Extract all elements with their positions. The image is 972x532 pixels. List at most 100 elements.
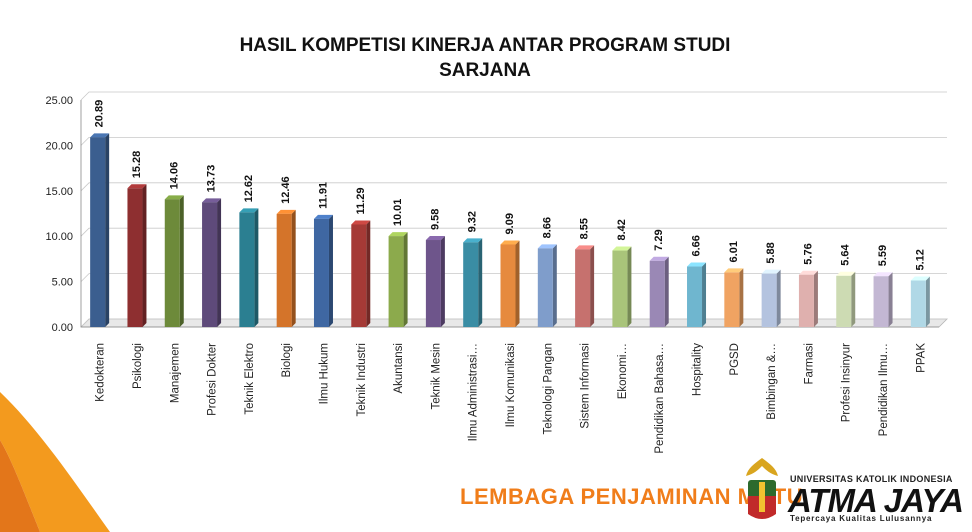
y-tick-label: 15.00 bbox=[45, 186, 73, 198]
x-tick-label: Kedokteran bbox=[95, 343, 107, 402]
bar-group bbox=[612, 246, 632, 327]
bar bbox=[351, 224, 367, 327]
bar-group bbox=[500, 240, 520, 327]
bar-group bbox=[164, 195, 184, 327]
x-tick-label: Teknologi Pangan bbox=[542, 343, 554, 434]
data-label: 7.29 bbox=[653, 229, 665, 250]
x-tick-label: Hospitality bbox=[692, 343, 704, 396]
bar-group bbox=[388, 232, 408, 327]
bar bbox=[313, 218, 329, 327]
bar-side bbox=[515, 240, 520, 327]
bar bbox=[910, 280, 926, 327]
bar-top bbox=[388, 232, 408, 237]
x-tick-label: Teknik Mesin bbox=[430, 343, 442, 409]
bar-top bbox=[575, 245, 595, 250]
bar-group bbox=[575, 245, 595, 327]
bar-side bbox=[739, 268, 744, 327]
plot-area bbox=[81, 92, 947, 327]
bar-group bbox=[798, 270, 818, 327]
bar-side bbox=[291, 209, 296, 327]
x-tick-label: Ilmu Komunikasi bbox=[505, 343, 517, 427]
data-label: 5.12 bbox=[914, 249, 926, 270]
bar bbox=[463, 242, 479, 327]
bar-group bbox=[90, 133, 110, 327]
data-label: 11.29 bbox=[355, 188, 367, 215]
data-label: 6.66 bbox=[691, 235, 703, 256]
x-tick-label: Ilmu Hukum bbox=[318, 343, 330, 404]
x-tick-label: Farmasi bbox=[803, 343, 815, 385]
bar-side bbox=[403, 232, 408, 327]
bar-group bbox=[276, 209, 296, 327]
data-label: 15.28 bbox=[131, 151, 143, 179]
data-label: 13.73 bbox=[206, 165, 218, 193]
x-tick-label: Manajemen bbox=[169, 343, 181, 403]
bar-side bbox=[813, 270, 818, 327]
bar-side bbox=[925, 276, 930, 327]
bar-side bbox=[440, 236, 445, 327]
bar bbox=[90, 137, 106, 327]
bar bbox=[724, 272, 740, 327]
bar-side bbox=[179, 195, 184, 327]
bar bbox=[202, 202, 218, 327]
bar-group bbox=[127, 184, 147, 327]
x-tick-label: Teknik Elektro bbox=[244, 343, 256, 415]
bar bbox=[388, 236, 404, 327]
data-label: 10.01 bbox=[392, 199, 404, 227]
bar-side bbox=[627, 246, 632, 327]
x-tick-label: Teknik Industri bbox=[356, 343, 368, 417]
gridline bbox=[80, 227, 947, 237]
data-label: 5.64 bbox=[840, 243, 852, 265]
bar bbox=[761, 273, 777, 327]
bar-top bbox=[798, 270, 818, 275]
y-tick-label: 20.00 bbox=[45, 140, 73, 152]
bar-group bbox=[537, 244, 557, 327]
bar-top bbox=[836, 271, 856, 276]
bar-group bbox=[910, 276, 930, 327]
data-label: 6.01 bbox=[728, 241, 740, 262]
bar bbox=[836, 275, 852, 327]
bar-side bbox=[702, 262, 707, 327]
bar-group bbox=[836, 271, 856, 327]
bar-group bbox=[313, 214, 333, 327]
bar-top bbox=[910, 276, 930, 281]
x-tick-label: Pendidikan Ilmu… bbox=[878, 343, 890, 436]
bar-top bbox=[724, 268, 744, 273]
bar-side bbox=[142, 184, 147, 327]
bar-group bbox=[761, 269, 781, 327]
bar-group bbox=[239, 208, 259, 327]
bar-top bbox=[500, 240, 520, 245]
data-label: 8.66 bbox=[541, 217, 553, 238]
bar bbox=[575, 249, 591, 327]
bar bbox=[649, 260, 665, 327]
x-tick-label: Psikologi bbox=[132, 343, 144, 389]
bar-top bbox=[202, 198, 222, 203]
x-tick-label: PPAK bbox=[915, 343, 927, 373]
y-tick-label: 10.00 bbox=[45, 231, 73, 243]
bar-top bbox=[873, 272, 893, 277]
bar bbox=[873, 276, 889, 327]
bar-group bbox=[463, 238, 483, 327]
bar bbox=[500, 244, 516, 327]
x-tick-label: Sistem Informasi bbox=[580, 343, 592, 429]
gridline bbox=[80, 91, 947, 101]
bar-top bbox=[463, 238, 483, 243]
bar bbox=[537, 248, 553, 327]
bar-top bbox=[761, 269, 781, 274]
data-label: 8.42 bbox=[616, 219, 628, 240]
bar bbox=[612, 250, 628, 327]
bar bbox=[239, 212, 255, 327]
bar-side bbox=[217, 198, 222, 327]
y-tick-label: 0.00 bbox=[52, 322, 73, 334]
x-tick-label: Ilmu Administrasi… bbox=[468, 343, 480, 441]
bar-top bbox=[649, 256, 669, 261]
bar-top bbox=[537, 244, 557, 249]
decorative-swoosh bbox=[0, 392, 110, 532]
bar-top bbox=[425, 236, 445, 241]
chart-title-line-1: HASIL KOMPETISI KINERJA ANTAR PROGRAM ST… bbox=[239, 35, 731, 56]
bar-top bbox=[313, 214, 333, 219]
bar-top bbox=[351, 220, 371, 225]
bar bbox=[687, 266, 703, 327]
bar bbox=[164, 199, 180, 327]
x-tick-label: Ekonomi… bbox=[617, 343, 629, 399]
